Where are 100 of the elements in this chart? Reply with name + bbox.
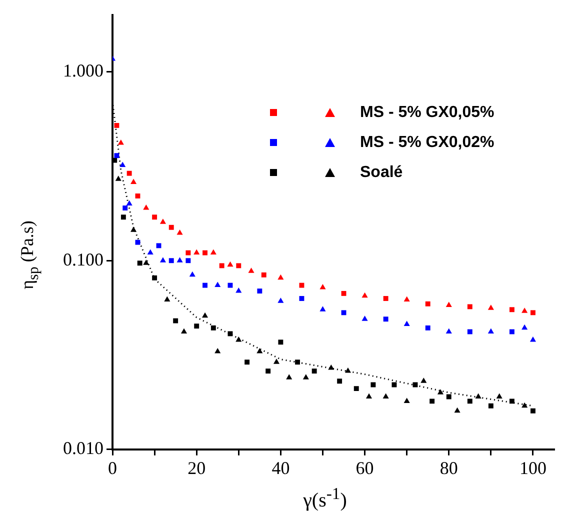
point: [354, 386, 359, 392]
point: [257, 288, 262, 294]
point: [126, 170, 132, 176]
point: [382, 393, 389, 399]
point: [120, 214, 126, 220]
point: [176, 230, 183, 235]
point: [341, 310, 346, 316]
point: [152, 214, 158, 220]
point: [312, 368, 317, 374]
point: [236, 336, 242, 342]
point: [295, 360, 300, 365]
point: [320, 284, 326, 290]
point: [186, 250, 191, 256]
point: [467, 398, 472, 404]
point: [261, 272, 266, 278]
point: [152, 275, 158, 280]
point: [383, 296, 388, 301]
point: [328, 364, 334, 370]
point: [425, 301, 430, 306]
point: [286, 374, 292, 380]
point: [530, 336, 536, 342]
point: [404, 398, 410, 403]
point: [194, 324, 200, 329]
point: [370, 382, 376, 388]
legend-label: MS - 5% GX0,02%: [360, 134, 494, 152]
point: [126, 200, 132, 206]
point: [488, 403, 494, 408]
point: [244, 360, 250, 365]
point: [362, 292, 368, 298]
point: [509, 398, 514, 404]
point: [137, 260, 142, 266]
x-tick-label: 20: [188, 458, 206, 478]
x-tick-label: 100: [519, 458, 546, 478]
point: [147, 249, 154, 255]
point: [488, 328, 494, 334]
point: [404, 296, 410, 302]
point: [189, 271, 196, 277]
point: [366, 393, 372, 399]
point: [425, 325, 430, 330]
point: [341, 290, 346, 296]
point: [118, 139, 124, 145]
point: [302, 374, 309, 380]
point: [130, 178, 137, 184]
point: [362, 316, 368, 321]
point: [248, 268, 254, 273]
point: [266, 368, 271, 374]
point: [530, 310, 536, 316]
point: [176, 257, 183, 262]
point: [437, 389, 444, 394]
point: [344, 368, 351, 373]
point: [383, 316, 388, 322]
point: [210, 249, 216, 255]
point: [135, 193, 140, 198]
point: [214, 282, 221, 288]
point: [530, 408, 536, 414]
point: [135, 240, 140, 245]
point: [467, 304, 472, 310]
point: [454, 407, 460, 413]
point: [160, 257, 166, 262]
point: [299, 282, 304, 288]
point: [228, 331, 233, 336]
point: [114, 122, 120, 128]
point: [194, 249, 200, 255]
point: [278, 274, 284, 280]
point: [214, 348, 221, 354]
point: [228, 282, 233, 288]
point: [180, 328, 188, 334]
point: [160, 218, 166, 224]
point: [130, 226, 137, 232]
y-tick-label: 0.010: [63, 438, 104, 458]
point: [446, 328, 452, 334]
point: [227, 261, 234, 267]
legend-label: Soalé: [360, 164, 403, 182]
point: [446, 394, 452, 400]
point: [278, 340, 284, 345]
point: [210, 325, 216, 330]
point: [467, 329, 472, 334]
point: [219, 263, 224, 268]
x-tick-label: 40: [272, 458, 290, 478]
point: [475, 393, 482, 399]
point: [143, 204, 150, 210]
point: [430, 398, 435, 404]
point: [420, 378, 427, 383]
point: [509, 329, 514, 334]
y-tick-label: 1.000: [63, 60, 104, 81]
point: [509, 307, 514, 312]
point: [186, 258, 191, 264]
x-tick-label: 80: [440, 458, 458, 478]
point: [143, 260, 150, 265]
legend-label: MS - 5% GX0,05%: [360, 104, 494, 122]
point: [202, 250, 208, 256]
point: [156, 243, 162, 248]
point: [115, 176, 122, 181]
point: [122, 206, 128, 210]
point: [404, 320, 410, 326]
point: [236, 288, 242, 293]
x-tick-label: 60: [356, 458, 374, 478]
point: [202, 312, 208, 318]
point: [164, 296, 170, 302]
y-tick-label: 0.100: [63, 249, 104, 270]
